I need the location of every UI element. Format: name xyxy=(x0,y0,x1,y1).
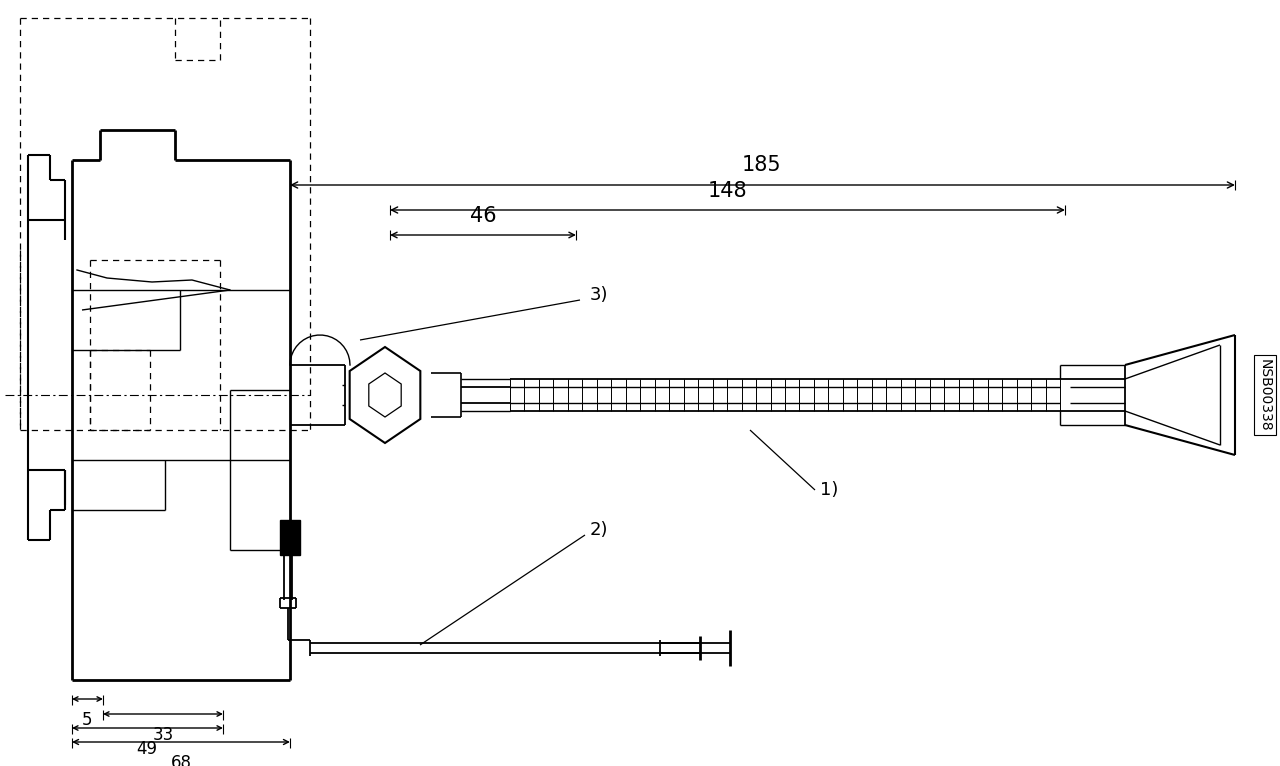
Text: 68: 68 xyxy=(170,754,192,766)
Text: 1): 1) xyxy=(820,481,838,499)
Text: 148: 148 xyxy=(707,181,746,201)
Text: 5: 5 xyxy=(82,711,92,729)
Text: NSB00338: NSB00338 xyxy=(1258,358,1272,431)
Text: 3): 3) xyxy=(590,286,608,304)
Text: 46: 46 xyxy=(470,206,497,226)
Bar xyxy=(280,520,300,555)
Text: 49: 49 xyxy=(137,740,157,758)
Text: 2): 2) xyxy=(590,521,608,539)
Text: 185: 185 xyxy=(742,155,782,175)
Text: 33: 33 xyxy=(152,726,174,744)
